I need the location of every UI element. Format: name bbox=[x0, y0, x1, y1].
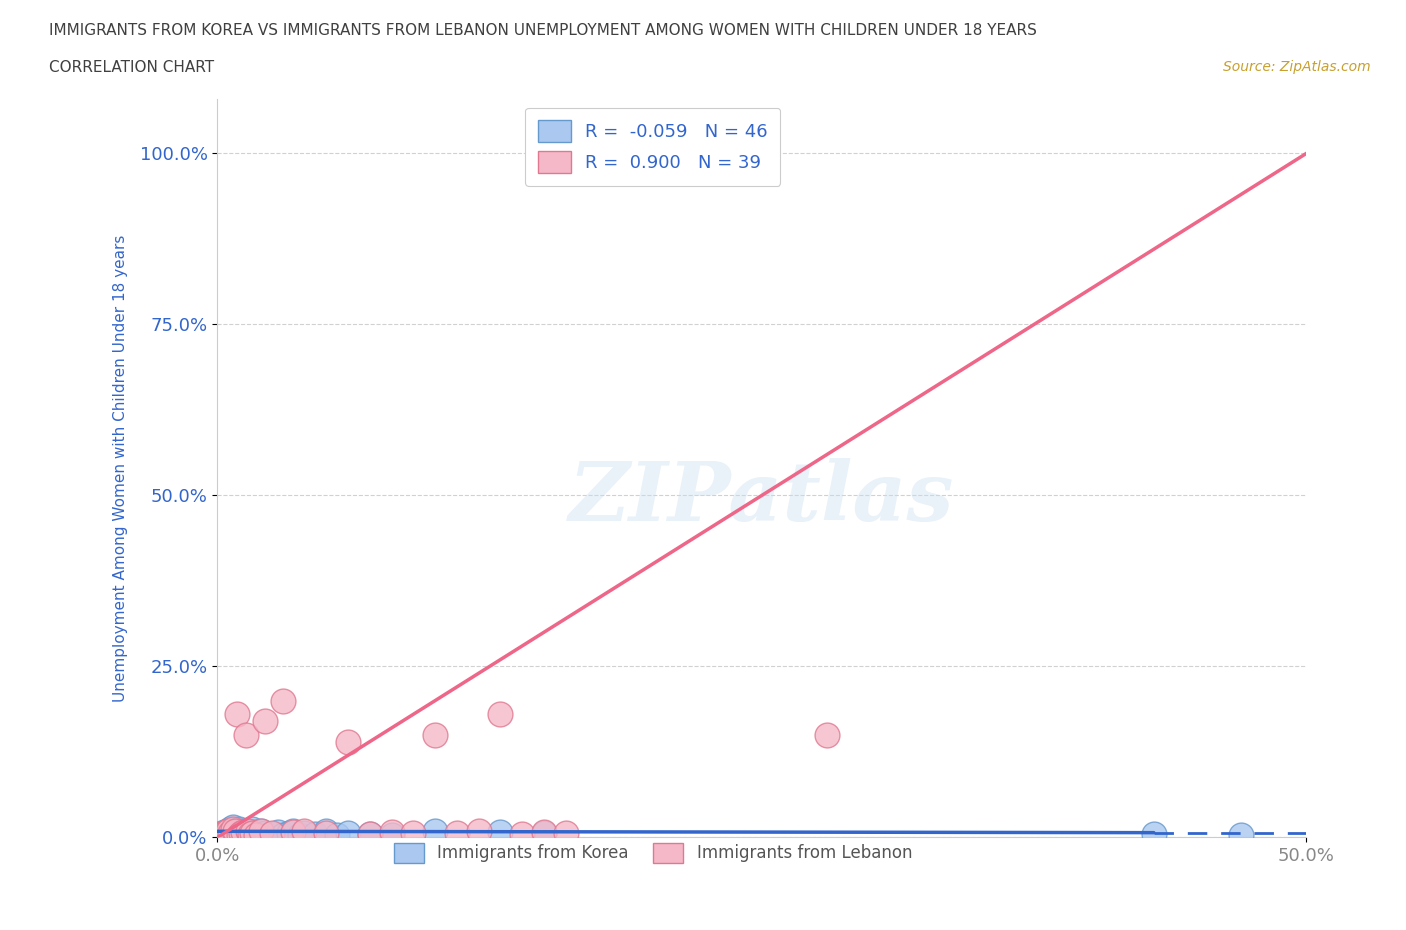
Point bbox=[250, 824, 273, 839]
Point bbox=[211, 827, 233, 842]
Point bbox=[232, 825, 254, 840]
Point bbox=[217, 823, 239, 838]
Point bbox=[221, 825, 243, 840]
Point bbox=[315, 826, 337, 841]
Point bbox=[208, 827, 231, 842]
Point bbox=[232, 823, 254, 838]
Point bbox=[212, 825, 235, 840]
Point bbox=[239, 826, 262, 841]
Point bbox=[231, 828, 253, 843]
Point bbox=[283, 825, 305, 840]
Point bbox=[236, 823, 259, 838]
Point bbox=[217, 827, 239, 842]
Point bbox=[446, 825, 468, 840]
Text: ZIPatlas: ZIPatlas bbox=[569, 458, 955, 538]
Point bbox=[292, 823, 315, 838]
Point bbox=[336, 825, 359, 840]
Point bbox=[423, 727, 446, 742]
Point bbox=[240, 822, 263, 837]
Point bbox=[260, 827, 283, 842]
Point bbox=[239, 827, 262, 842]
Point bbox=[247, 828, 270, 843]
Point bbox=[231, 825, 253, 840]
Point bbox=[489, 825, 512, 840]
Point bbox=[815, 727, 838, 742]
Point bbox=[232, 827, 254, 842]
Point bbox=[250, 823, 273, 838]
Point bbox=[224, 827, 246, 842]
Point bbox=[283, 824, 305, 839]
Point bbox=[336, 735, 359, 750]
Point bbox=[467, 824, 489, 839]
Point bbox=[243, 828, 266, 843]
Point bbox=[219, 822, 242, 837]
Point bbox=[217, 823, 239, 838]
Point bbox=[215, 825, 238, 840]
Point bbox=[533, 826, 555, 841]
Point bbox=[235, 727, 257, 742]
Point bbox=[219, 828, 242, 843]
Point bbox=[225, 822, 247, 837]
Point bbox=[267, 825, 290, 840]
Text: CORRELATION CHART: CORRELATION CHART bbox=[49, 60, 214, 75]
Text: IMMIGRANTS FROM KOREA VS IMMIGRANTS FROM LEBANON UNEMPLOYMENT AMONG WOMEN WITH C: IMMIGRANTS FROM KOREA VS IMMIGRANTS FROM… bbox=[49, 23, 1038, 38]
Point bbox=[240, 825, 263, 840]
Point bbox=[221, 822, 243, 837]
Point bbox=[235, 825, 257, 840]
Point bbox=[245, 828, 267, 843]
Point bbox=[219, 825, 242, 840]
Point bbox=[217, 826, 239, 841]
Point bbox=[271, 828, 294, 843]
Point bbox=[260, 826, 283, 841]
Point bbox=[254, 826, 277, 841]
Point bbox=[221, 819, 243, 834]
Point bbox=[254, 713, 277, 728]
Text: Source: ZipAtlas.com: Source: ZipAtlas.com bbox=[1223, 60, 1371, 74]
Point bbox=[304, 827, 326, 842]
Point bbox=[225, 707, 247, 722]
Point bbox=[228, 821, 250, 836]
Point bbox=[212, 826, 235, 841]
Point bbox=[359, 827, 381, 842]
Point bbox=[288, 828, 311, 843]
Point bbox=[315, 824, 337, 839]
Point bbox=[231, 826, 253, 841]
Point bbox=[359, 827, 381, 842]
Point bbox=[380, 825, 402, 840]
Point bbox=[402, 826, 425, 841]
Point bbox=[489, 707, 512, 722]
Point bbox=[224, 824, 246, 839]
Point bbox=[236, 824, 259, 839]
Point bbox=[1143, 827, 1166, 842]
Point bbox=[228, 828, 250, 843]
Point bbox=[380, 828, 402, 843]
Point bbox=[292, 826, 315, 841]
Point bbox=[510, 827, 533, 842]
Point bbox=[271, 693, 294, 708]
Point bbox=[215, 828, 238, 843]
Point bbox=[225, 828, 247, 843]
Point bbox=[554, 826, 576, 841]
Y-axis label: Unemployment Among Women with Children Under 18 years: Unemployment Among Women with Children U… bbox=[114, 234, 128, 702]
Point bbox=[211, 828, 233, 843]
Point bbox=[212, 828, 235, 843]
Point bbox=[423, 823, 446, 838]
Point bbox=[533, 825, 555, 840]
Point bbox=[1230, 828, 1253, 843]
Legend: Immigrants from Korea, Immigrants from Lebanon: Immigrants from Korea, Immigrants from L… bbox=[387, 836, 920, 870]
Point bbox=[326, 828, 349, 843]
Point bbox=[228, 826, 250, 841]
Point bbox=[245, 825, 267, 840]
Point bbox=[278, 825, 301, 840]
Point bbox=[224, 824, 246, 839]
